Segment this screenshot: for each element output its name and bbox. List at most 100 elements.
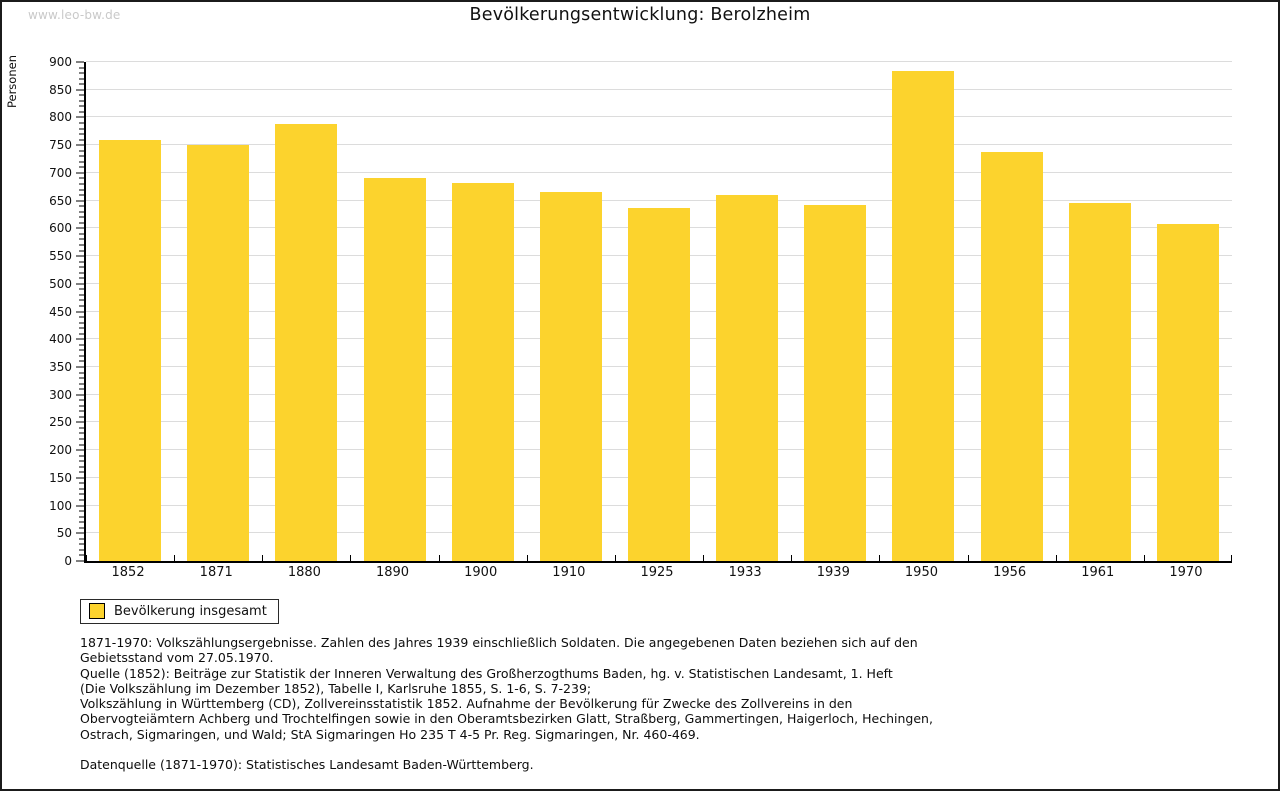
y-axis-tick [79,527,84,529]
x-tick-label: 1852 [111,565,145,580]
y-axis-tick [79,482,84,484]
y-tick-label: 900 [49,55,72,69]
y-tick-label: 500 [49,276,72,291]
y-tick-label: 550 [49,249,72,264]
y-axis-tick [79,211,84,213]
y-axis-tick [76,449,84,451]
x-axis-tick [262,555,264,561]
x-tick-label: 1939 [816,565,850,580]
y-axis-tick [79,344,84,346]
y-axis-tick [79,238,84,240]
y-axis-tick [79,78,84,80]
y-tick-label: 750 [49,138,72,153]
y-axis-tick [76,394,84,396]
y-tick-label: 0 [64,554,72,568]
y-axis-tick [79,427,84,429]
y-axis-tick [79,189,84,191]
y-axis-tick [79,305,84,307]
legend-swatch-icon [89,603,105,619]
x-axis-tick [350,555,352,561]
y-tick-label: 800 [49,110,72,125]
y-axis-tick [79,122,84,124]
y-axis-tick [79,161,84,163]
y-axis-tick [79,460,84,462]
y-axis-tick [76,421,84,423]
y-axis: 0 50 100 150 200 250 300 350 400 450 500 550 600 650 7… [2,55,84,568]
x-axis-tick [526,555,528,561]
y-tick-label: 50 [56,526,72,541]
y-axis-tick [79,333,84,335]
y-tick-label: 150 [49,470,72,485]
footnote-line: Quelle (1852): Beiträge zur Statistik de… [80,665,893,681]
y-axis-tick [79,488,84,490]
y-axis-tick [79,128,84,130]
y-axis-tick [79,316,84,318]
y-axis-tick [79,543,84,545]
y-axis-tick [76,255,84,257]
y-axis-tick [76,311,84,312]
x-axis-tick [1055,555,1057,561]
y-axis-tick [79,105,84,107]
y-axis-tick [79,399,84,401]
x-tick-label: 1925 [640,565,674,580]
x-axis-tick [967,555,969,561]
y-axis-tick [79,194,84,196]
y-axis-tick [76,227,84,229]
y-axis-tick [79,410,84,412]
y-axis-tick [79,438,84,440]
footnote-line: Obervogteiämtern Achberg und Trochtelfin… [80,711,933,727]
y-axis-tick [79,67,84,69]
y-axis-tick [79,299,84,301]
y-axis-tick [79,388,84,390]
y-axis-tick [76,200,84,202]
bar [1156,224,1219,561]
y-axis-tick [76,283,84,285]
y-axis-tick [79,554,84,556]
y-axis-tick [79,360,84,362]
y-tick-label: 400 [49,332,72,347]
y-axis-tick [79,405,84,407]
y-axis-tick [79,349,84,351]
gridline [86,61,1232,62]
y-tick-label: 300 [49,387,72,402]
datasource-line: Datenquelle (1871-1970): Statistisches L… [80,757,534,773]
bar [804,205,867,561]
plot-area [84,61,1232,563]
y-axis-tick [79,272,84,274]
y-axis-tick [76,532,84,534]
bar [716,195,779,561]
y-axis-tick [76,338,84,340]
x-tick-label: 1933 [728,565,762,580]
site-watermark: www.leo-bw.de [28,8,121,22]
x-tick-label: 1871 [199,565,233,580]
x-axis-tick [1143,555,1145,561]
legend-label: Bevölkerung insgesamt [114,603,267,619]
x-tick-label: 1956 [993,565,1027,580]
y-axis-tick [79,277,84,279]
y-axis-tick [79,521,84,523]
y-axis-tick [79,377,84,379]
y-axis-tick [79,183,84,185]
y-axis-tick [79,471,84,473]
x-tick-label: 1950 [904,565,938,580]
y-tick-label: 450 [49,304,72,319]
y-axis-tick [79,166,84,168]
footnote-line: Gebietsstand vom 27.05.1970. [80,650,274,666]
y-axis-tick [76,144,84,146]
y-axis-tick [79,177,84,179]
y-axis-tick [79,322,84,324]
y-axis-tick [79,233,84,235]
y-axis-tick [79,100,84,102]
x-axis-tick [1231,555,1232,561]
y-axis-tick [79,216,84,218]
y-axis-tick [76,505,84,507]
y-axis-tick [79,516,84,518]
y-tick-label: 200 [49,443,72,458]
y-axis-tick [79,139,84,141]
y-axis-tick [79,294,84,296]
y-tick-label: 350 [49,359,72,374]
x-axis-tick [791,555,793,561]
x-axis-tick [86,555,87,561]
x-axis-tick [614,555,616,561]
